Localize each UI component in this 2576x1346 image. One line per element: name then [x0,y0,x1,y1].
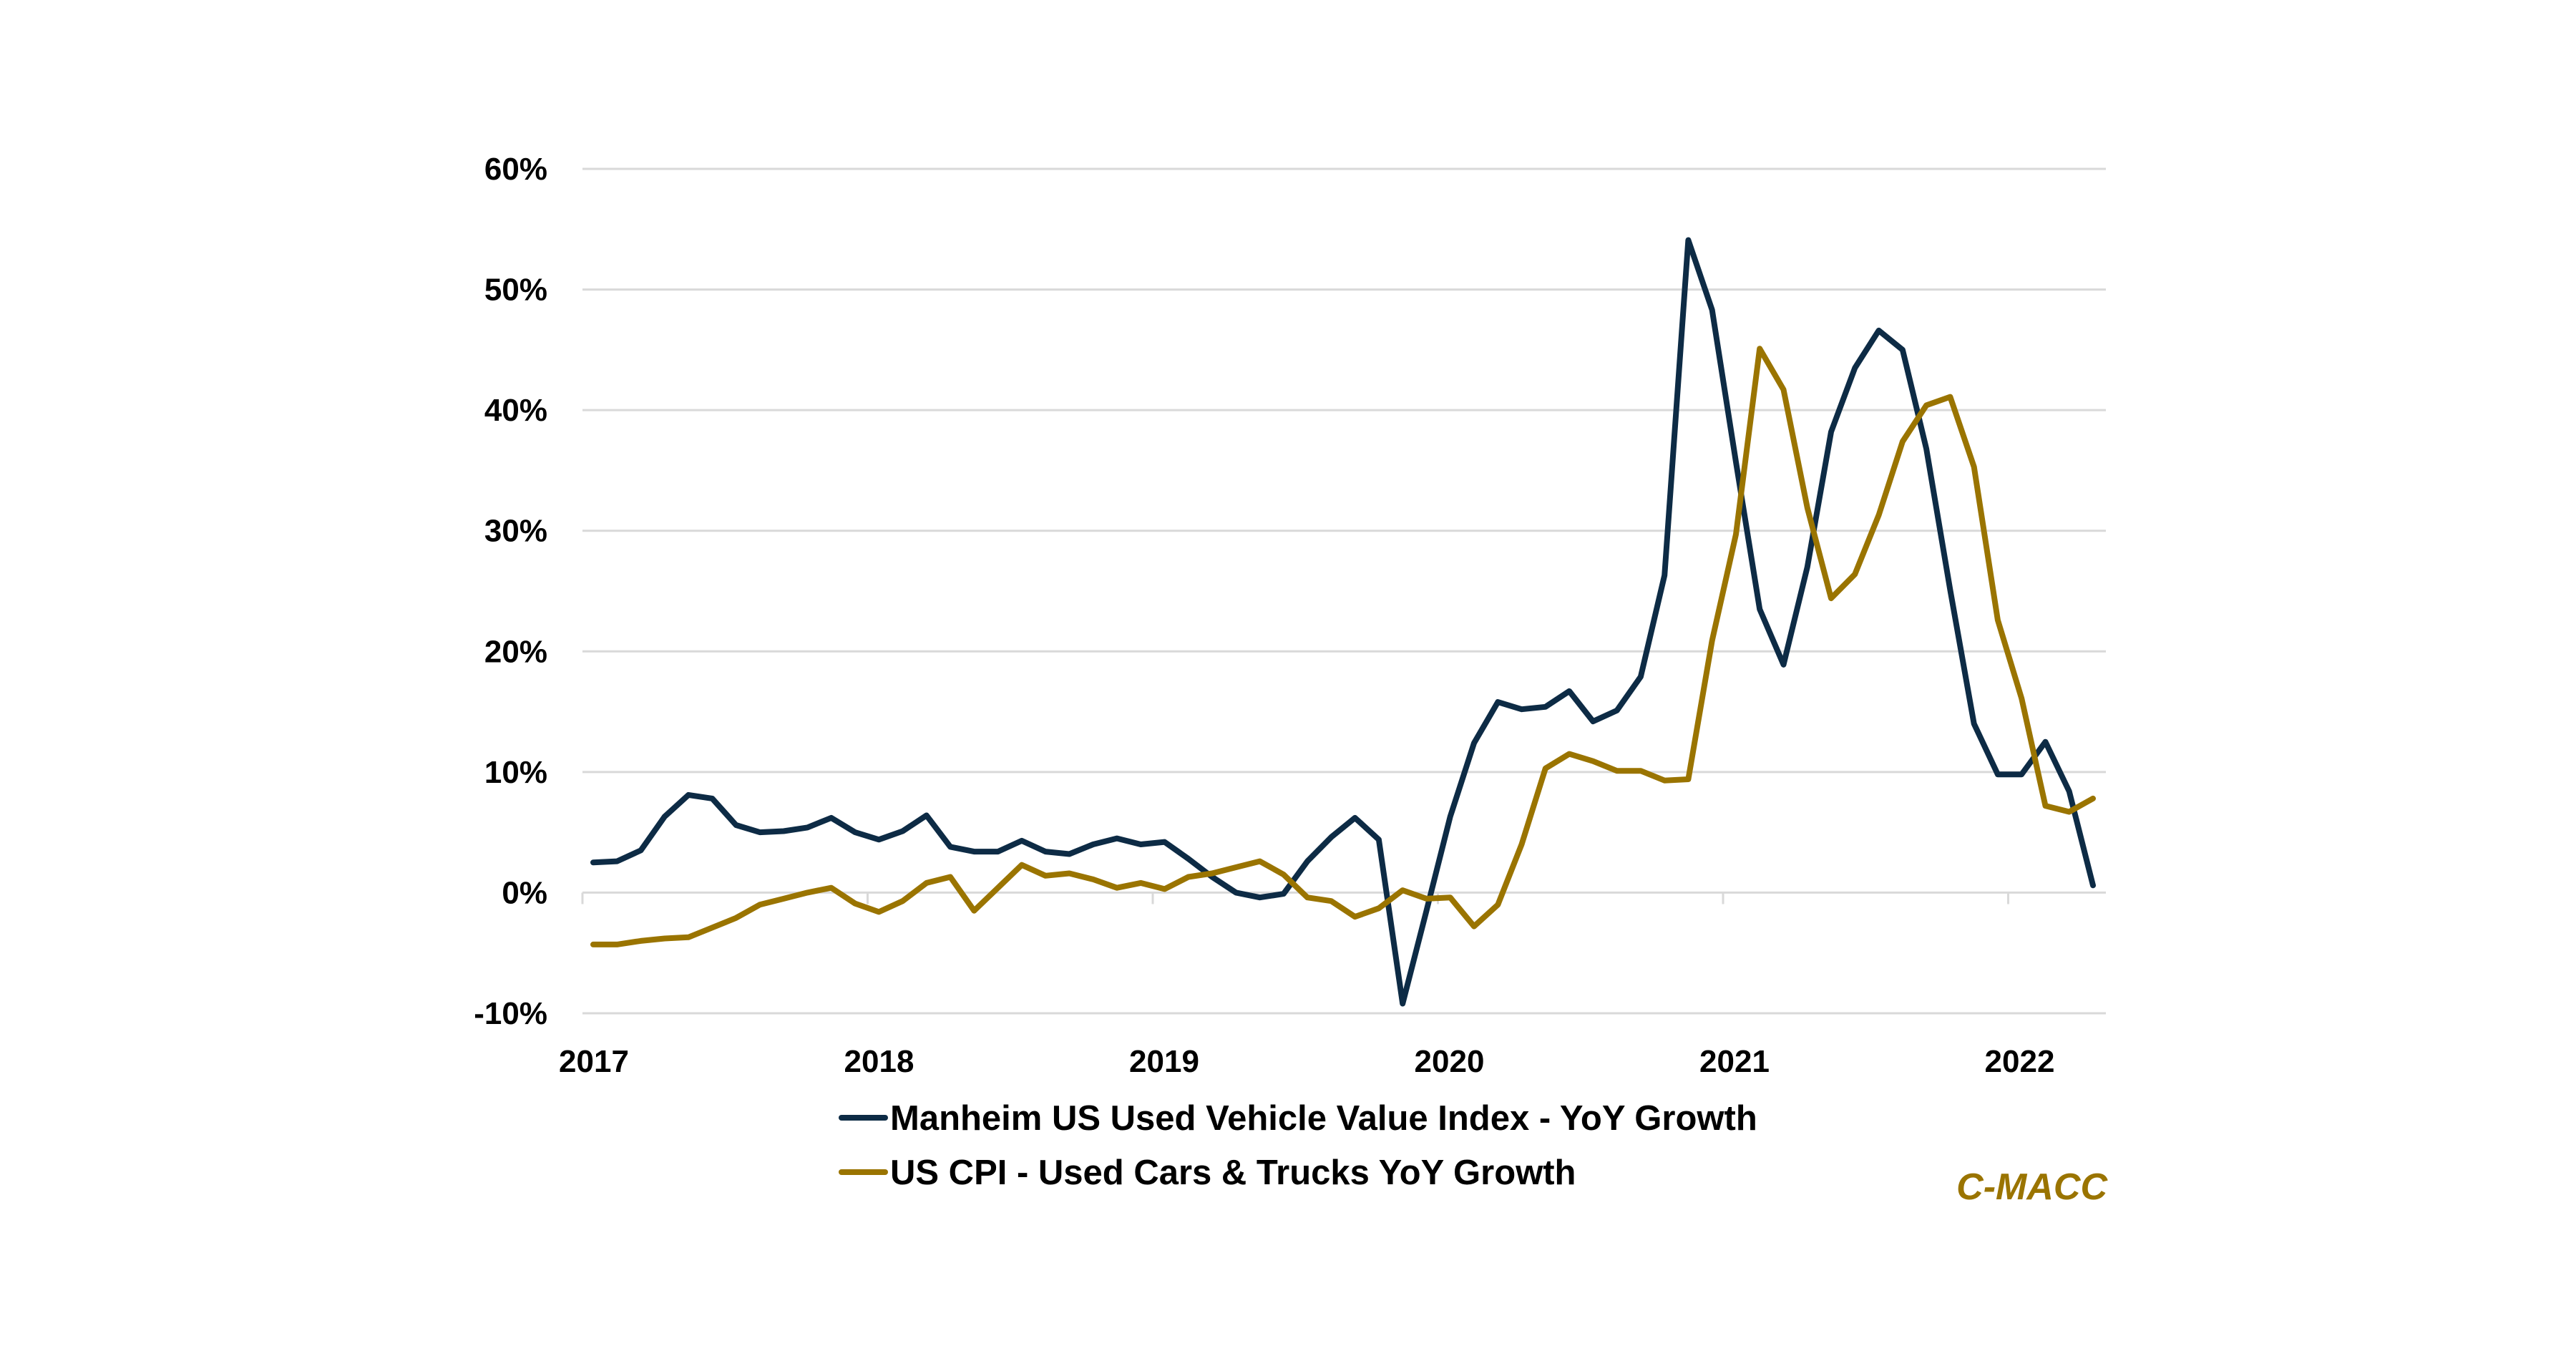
legend: Manheim US Used Vehicle Value Index - Yo… [839,1099,1757,1192]
x-tick-label: 2022 [1985,1044,2055,1079]
y-tick-label: 20% [484,634,547,669]
y-tick-label: 10% [484,755,547,790]
x-axis-tick-marks [581,892,2009,904]
legend-item-cpi: US CPI - Used Cars & Trucks YoY Growth [839,1154,1576,1192]
y-tick-label: 30% [484,514,547,549]
y-axis-tick-labels: 60% 50% 40% 30% 20% 10% 0% -10% [474,152,547,1031]
series-line-manheim [590,237,2096,1007]
legend-label-cpi: US CPI - Used Cars & Trucks YoY Growth [890,1154,1576,1192]
y-tick-label: -10% [474,996,547,1031]
y-tick-label: 50% [484,273,547,308]
x-tick-label: 2017 [559,1044,629,1079]
legend-label-manheim: Manheim US Used Vehicle Value Index - Yo… [890,1099,1757,1138]
gridlines [582,167,2106,1015]
y-tick-label: 60% [484,152,547,187]
x-tick-label: 2021 [1699,1044,1770,1079]
x-tick-label: 2019 [1129,1044,1199,1079]
series-manheim [590,237,2096,1007]
y-tick-label: 40% [484,393,547,428]
y-tick-label: 0% [502,875,547,910]
x-tick-label: 2020 [1415,1044,1485,1079]
x-axis-tick-labels: 2017 2018 2019 2020 2021 2022 [559,1044,2054,1079]
series-cpi [590,346,2096,947]
x-tick-label: 2018 [844,1044,914,1079]
brand-watermark: C-MACC [1956,1166,2108,1208]
legend-item-manheim: Manheim US Used Vehicle Value Index - Yo… [839,1099,1757,1138]
series-lines [590,237,2096,1007]
series-line-cpi [590,346,2096,947]
